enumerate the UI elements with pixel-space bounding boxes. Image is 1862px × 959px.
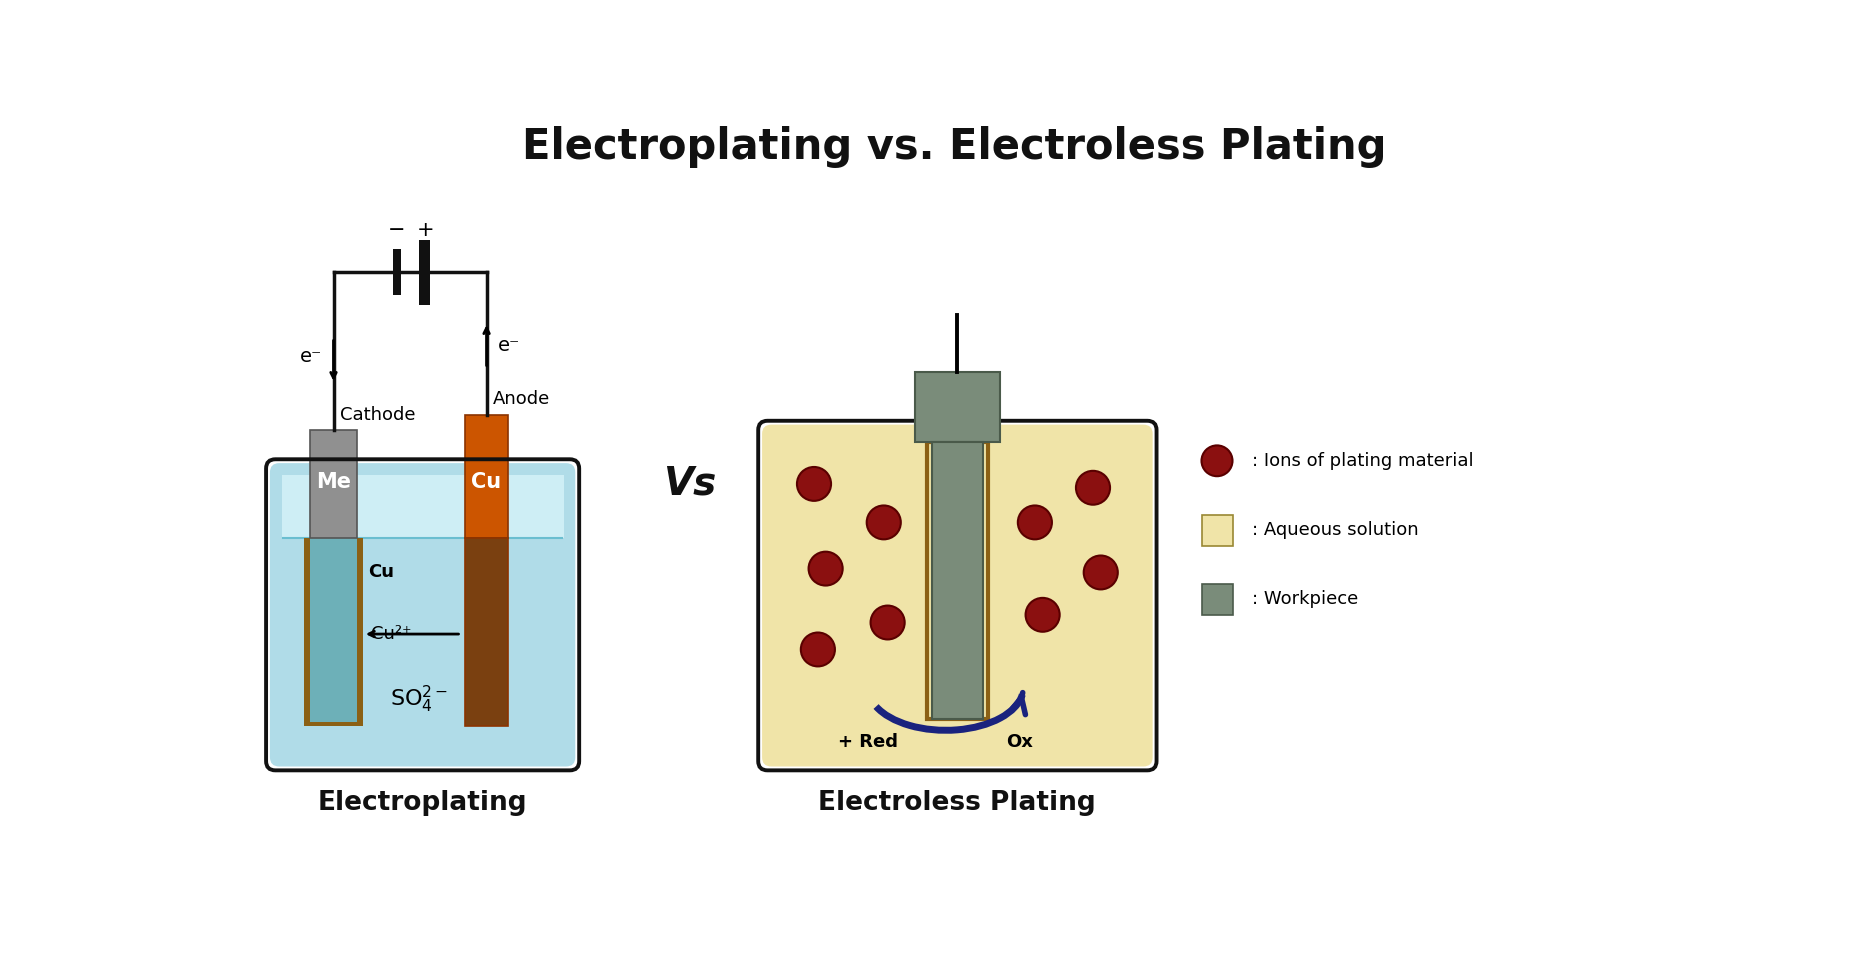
Text: Cu: Cu (369, 564, 395, 581)
Bar (466, 414, 508, 538)
Text: Me: Me (317, 473, 352, 492)
Text: Anode: Anode (493, 390, 549, 409)
Circle shape (1201, 445, 1233, 477)
Bar (933, 441, 983, 718)
Bar (1201, 515, 1233, 546)
Text: e⁻: e⁻ (300, 347, 322, 366)
Bar (393, 249, 400, 295)
Circle shape (866, 505, 901, 539)
Text: + Red: + Red (838, 733, 897, 751)
Text: : Ions of plating material: : Ions of plating material (1251, 452, 1473, 470)
Bar (281, 475, 564, 538)
Circle shape (871, 605, 905, 640)
Bar (1201, 584, 1233, 615)
Bar (419, 240, 430, 305)
Text: : Workpiece: : Workpiece (1251, 591, 1357, 608)
Circle shape (808, 551, 843, 586)
Text: Electroplating vs. Electroless Plating: Electroplating vs. Electroless Plating (521, 126, 1387, 168)
Circle shape (1076, 471, 1110, 504)
Bar (927, 441, 989, 718)
Text: Cu: Cu (471, 473, 501, 492)
FancyBboxPatch shape (270, 463, 575, 766)
Bar (466, 538, 508, 727)
Text: e⁻: e⁻ (499, 336, 521, 355)
Circle shape (1084, 555, 1117, 590)
Text: Electroplating: Electroplating (318, 790, 527, 816)
Text: +: + (417, 220, 434, 240)
Text: −: − (387, 220, 406, 240)
Text: Cathode: Cathode (339, 406, 415, 424)
FancyBboxPatch shape (762, 425, 1153, 766)
Circle shape (801, 633, 834, 667)
Circle shape (1019, 505, 1052, 539)
Text: $\mathrm{SO_4^{2-}}$: $\mathrm{SO_4^{2-}}$ (389, 684, 447, 715)
Text: Cu²⁺: Cu²⁺ (371, 625, 412, 643)
Bar (311, 430, 358, 538)
Text: Vs: Vs (663, 465, 717, 503)
Circle shape (797, 467, 830, 501)
Text: Electroless Plating: Electroless Plating (819, 790, 1097, 816)
Text: Ox: Ox (1005, 733, 1033, 751)
Circle shape (1026, 597, 1059, 632)
Bar (914, 372, 1000, 441)
Text: : Aqueous solution: : Aqueous solution (1251, 521, 1419, 539)
Bar (311, 538, 358, 722)
Bar (304, 538, 363, 727)
